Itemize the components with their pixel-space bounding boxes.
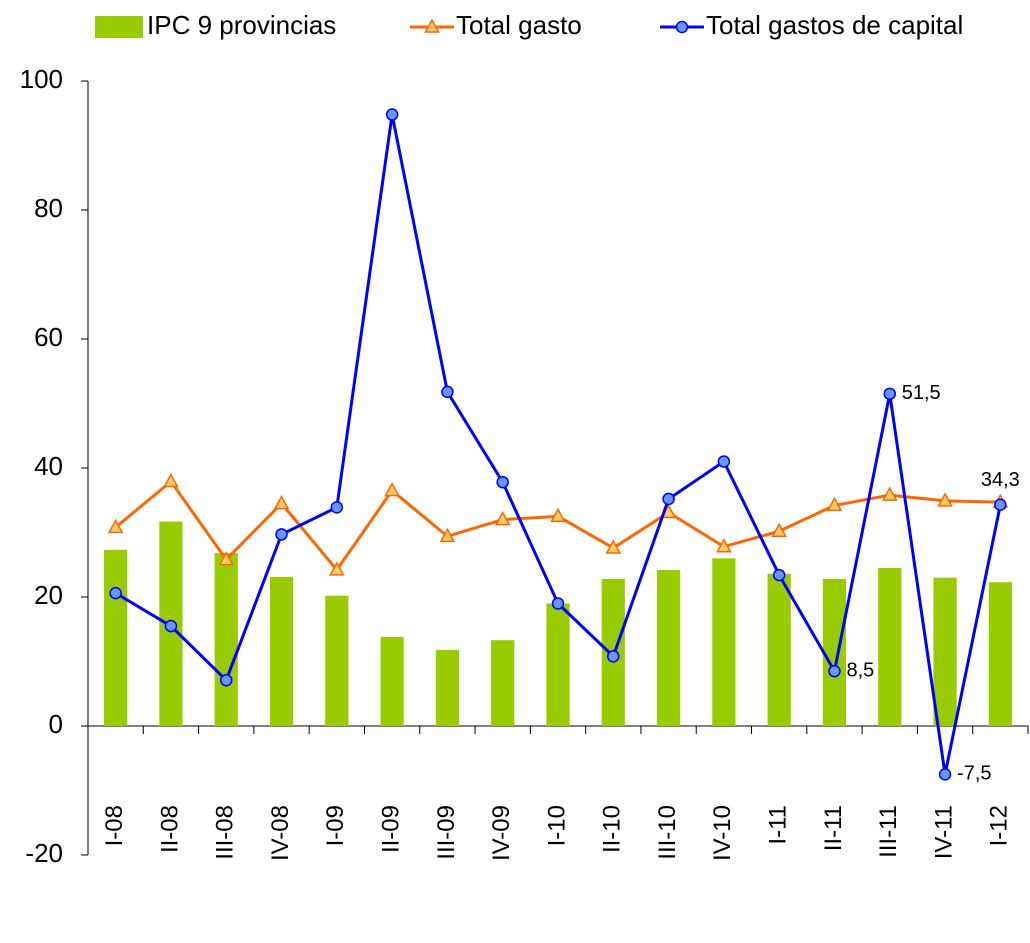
marker — [329, 561, 345, 576]
marker — [107, 518, 124, 534]
y-tick-label: 20 — [34, 580, 63, 610]
marker — [219, 673, 233, 687]
y-tick-label: 40 — [34, 451, 63, 481]
value-label: 34,3 — [981, 469, 1020, 491]
marker — [494, 511, 511, 526]
bar — [104, 549, 128, 726]
bar — [435, 649, 460, 726]
x-tick-label: I-12 — [986, 805, 1013, 846]
marker — [441, 385, 454, 399]
bar — [712, 558, 736, 726]
marker — [883, 387, 897, 401]
legend-marker — [675, 20, 689, 34]
marker — [994, 498, 1007, 512]
y-tick-label: 60 — [34, 322, 63, 352]
marker — [384, 482, 400, 497]
marker — [273, 494, 290, 510]
x-tick-label: III-09 — [433, 805, 460, 860]
x-tick-label: IV-09 — [488, 805, 515, 861]
marker — [938, 768, 952, 781]
marker — [605, 539, 622, 554]
x-tick-label: II-09 — [377, 805, 404, 853]
marker — [882, 486, 898, 501]
marker — [550, 507, 566, 523]
line — [114, 479, 1001, 573]
value-label: 8,5 — [846, 659, 874, 681]
marker — [496, 475, 509, 489]
marker — [218, 551, 234, 566]
marker — [772, 568, 786, 582]
marker — [551, 597, 565, 610]
x-tick-label: IV-08 — [267, 805, 294, 861]
marker — [662, 492, 675, 506]
x-tick-label: IV-10 — [709, 805, 736, 861]
marker — [716, 538, 732, 553]
marker — [439, 527, 456, 543]
bar — [546, 603, 570, 726]
legend-label: Total gastos de capital — [706, 10, 963, 40]
marker — [109, 586, 122, 600]
bar — [656, 569, 681, 726]
x-tick-label: III-10 — [654, 805, 681, 860]
marker — [828, 664, 841, 678]
legend-label: IPC 9 provincias — [147, 10, 336, 40]
legend-swatch — [95, 16, 143, 38]
bar — [269, 577, 294, 726]
y-tick-label: -20 — [25, 838, 63, 868]
bar — [491, 640, 515, 726]
marker — [717, 455, 731, 468]
x-tick-label: II-10 — [599, 805, 626, 853]
x-tick-label: IV-11 — [930, 805, 957, 859]
x-tick-label: I-10 — [543, 805, 570, 846]
value-label: -7,5 — [957, 763, 991, 785]
y-tick-label: 100 — [20, 64, 63, 94]
y-tick-label: 0 — [49, 709, 63, 739]
bar — [933, 577, 957, 726]
marker — [163, 472, 179, 488]
x-tick-label: I-08 — [101, 805, 128, 846]
bar — [878, 567, 902, 726]
x-tick-label: I-11 — [765, 805, 792, 845]
marker — [937, 492, 953, 507]
bar — [325, 595, 349, 726]
x-tick-label: III-11 — [875, 805, 902, 858]
bar — [767, 573, 791, 726]
legend-marker — [424, 18, 440, 33]
value-label: 51,5 — [902, 382, 941, 404]
x-tick-label: III-08 — [212, 805, 239, 860]
marker — [385, 108, 399, 121]
marker — [607, 650, 620, 663]
y-tick-label: 80 — [34, 193, 63, 223]
marker — [826, 496, 843, 512]
x-tick-label: I-09 — [322, 805, 349, 846]
bar — [822, 578, 847, 726]
x-tick-label: II-08 — [156, 805, 183, 853]
bar — [214, 553, 238, 726]
bar — [380, 636, 404, 726]
bar — [988, 582, 1012, 726]
marker — [164, 619, 178, 633]
x-tick-label: II-11 — [820, 805, 847, 851]
legend-label: Total gasto — [456, 10, 582, 40]
marker — [771, 522, 787, 537]
marker — [330, 501, 344, 514]
marker — [275, 528, 288, 541]
